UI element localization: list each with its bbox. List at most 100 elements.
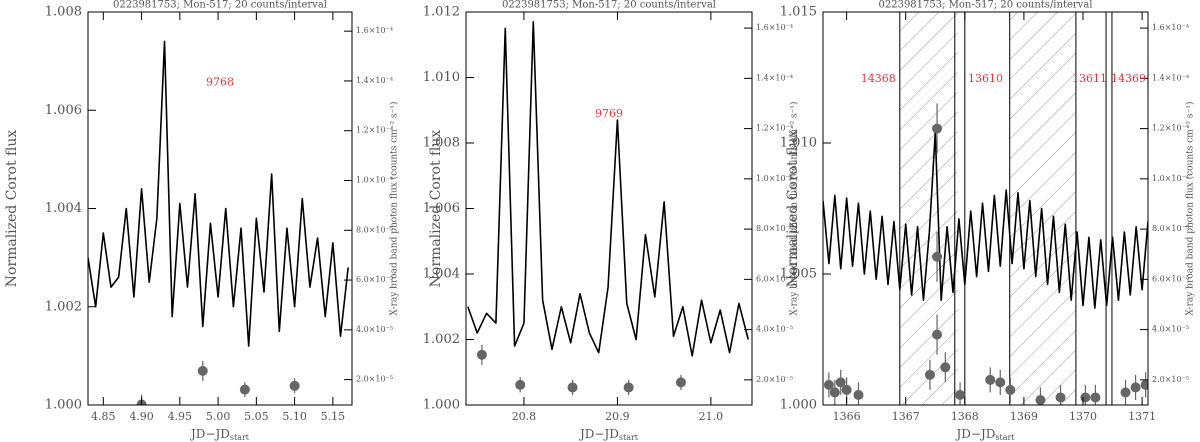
corot-light-curve <box>467 21 750 357</box>
xray-point <box>924 369 935 380</box>
x-tick-label: 1371 <box>1128 410 1156 423</box>
y2-tick-label: 6.0×10⁻⁵ <box>756 274 793 283</box>
y2-tick-label: 1.4×10⁻⁴ <box>1152 73 1189 82</box>
plot-area <box>467 21 750 395</box>
x-axis-label-sub: start <box>619 433 639 442</box>
xray-point <box>932 329 943 340</box>
xray-point <box>985 374 996 385</box>
xray-point <box>1090 392 1101 403</box>
observation-id: 13610 <box>968 72 1003 85</box>
y-tick-label: 1.000 <box>423 398 460 413</box>
y2-tick-label: 8.0×10⁻⁵ <box>756 224 793 233</box>
plot-frame <box>822 11 1149 406</box>
y2-tick-label: 2.0×10⁻⁵ <box>756 375 793 384</box>
x-tick-label: 1366 <box>833 410 861 423</box>
y-tick-label: 1.005 <box>780 267 817 282</box>
y2-axis-label: X-ray broad band photon flux (counts cm⁻… <box>1185 101 1196 315</box>
x-tick-label: 1370 <box>1069 410 1097 423</box>
y2-tick-label: 4.0×10⁻⁵ <box>356 325 393 334</box>
y-tick-label: 1.012 <box>423 5 460 20</box>
xray-point <box>1035 394 1046 405</box>
y-tick-label: 1.006 <box>45 103 82 118</box>
x-tick-label: 4.85 <box>91 410 116 423</box>
y2-axis-label: X-ray broad band photon flux (counts cm⁻… <box>389 101 400 315</box>
xray-point <box>289 380 300 391</box>
xray-point <box>841 384 852 395</box>
y2-tick-label: 2.0×10⁻⁵ <box>356 375 393 384</box>
xray-point <box>932 123 943 134</box>
y2-tick-label: 1.0×10⁻⁴ <box>356 175 393 184</box>
y2-tick-label: 1.4×10⁻⁴ <box>756 73 793 82</box>
x-tick-label: 21.0 <box>699 410 724 423</box>
xray-point <box>932 251 943 262</box>
observation-id: 13611 <box>1072 72 1107 85</box>
y-axis-label: Normalized Corot flux <box>4 130 20 288</box>
panel: 20.8 20.9 21.0 1.000 1.002 1.004 1.006 1.008 1.0… <box>423 0 800 442</box>
y-tick-label: 1.008 <box>423 136 460 151</box>
x-axis-label-main: JD−JD <box>189 427 230 441</box>
x-axis-label: JD−JDstart <box>954 427 1015 442</box>
x-axis-label-main: JD−JD <box>578 427 619 441</box>
corot-light-curve <box>823 131 1148 309</box>
xray-point <box>955 389 966 400</box>
observation-id: 9768 <box>206 76 234 89</box>
y2-tick-label: 4.0×10⁻⁵ <box>1152 325 1189 334</box>
x-tick-label: 20.9 <box>605 410 630 423</box>
y2-tick-label: 1.0×10⁻⁴ <box>756 174 793 183</box>
y-tick-label: 1.008 <box>45 5 82 20</box>
y-tick-label: 1.000 <box>45 398 82 413</box>
x-axis-label-sub: start <box>230 433 250 442</box>
y2-tick-label: 2.0×10⁻⁵ <box>1152 375 1189 384</box>
corot-light-curve <box>88 40 349 347</box>
xray-point <box>623 382 634 393</box>
hatched-interval <box>899 12 958 405</box>
y2-tick-label: 1.6×10⁻⁴ <box>756 23 793 32</box>
x-tick-label: 5.10 <box>282 410 307 423</box>
x-tick-label: 5.05 <box>244 410 269 423</box>
y2-tick-label: 6.0×10⁻⁵ <box>1152 274 1189 283</box>
xray-point <box>675 377 686 388</box>
plot-frame <box>87 11 353 406</box>
x-tick-label: 20.8 <box>512 410 537 423</box>
xray-point <box>995 377 1006 388</box>
y-axis-label: Normalized Corot flux <box>785 130 801 288</box>
y-tick-label: 1.015 <box>780 5 817 20</box>
xray-point <box>1080 392 1091 403</box>
xray-point <box>835 377 846 388</box>
y2-tick-label: 8.0×10⁻⁵ <box>356 225 393 234</box>
panel-title: 0223981753; Mon-517; 20 counts/interval <box>113 0 327 11</box>
xray-point <box>940 362 951 373</box>
y-tick-label: 1.004 <box>45 201 82 216</box>
y2-tick-label: 1.6×10⁻⁴ <box>1152 23 1189 32</box>
x-axis-label-sub: start <box>995 433 1015 442</box>
xray-point <box>1130 382 1141 393</box>
xray-point <box>1005 384 1016 395</box>
observation-id: 14369 <box>1111 72 1146 85</box>
xray-point <box>823 379 834 390</box>
observation-id: 9769 <box>595 107 623 120</box>
x-tick-label: 4.95 <box>168 410 193 423</box>
y-tick-label: 1.010 <box>423 70 460 85</box>
x-tick-label: 1369 <box>1010 410 1038 423</box>
x-axis-label-main: JD−JD <box>954 427 995 441</box>
panel: 4.85 4.90 4.95 5.00 5.05 5.10 5.15 1.000 1.002 1.… <box>4 0 400 442</box>
y2-axis-label: X-ray broad band photon flux (counts cm⁻… <box>789 101 800 315</box>
y2-tick-label: 1.2×10⁻⁴ <box>356 126 393 135</box>
x-axis-label: JD−JDstart <box>578 427 639 442</box>
y-tick-label: 1.002 <box>45 299 82 314</box>
xray-point <box>239 384 250 395</box>
xray-point <box>197 365 208 376</box>
xray-point <box>476 349 487 360</box>
y-tick-label: 1.002 <box>423 332 460 347</box>
hatched-interval <box>1009 12 1076 405</box>
y2-tick-label: 6.0×10⁻⁵ <box>356 275 393 284</box>
y-axis-label: Normalized Corot flux <box>428 130 444 288</box>
x-tick-label: 1367 <box>892 410 920 423</box>
xray-point <box>829 387 840 398</box>
plot-frame <box>465 11 753 406</box>
x-tick-label: 4.90 <box>129 410 154 423</box>
x-tick-label: 5.00 <box>206 410 231 423</box>
x-tick-label: 5.15 <box>321 410 346 423</box>
y2-tick-label: 1.2×10⁻⁴ <box>1152 124 1189 133</box>
